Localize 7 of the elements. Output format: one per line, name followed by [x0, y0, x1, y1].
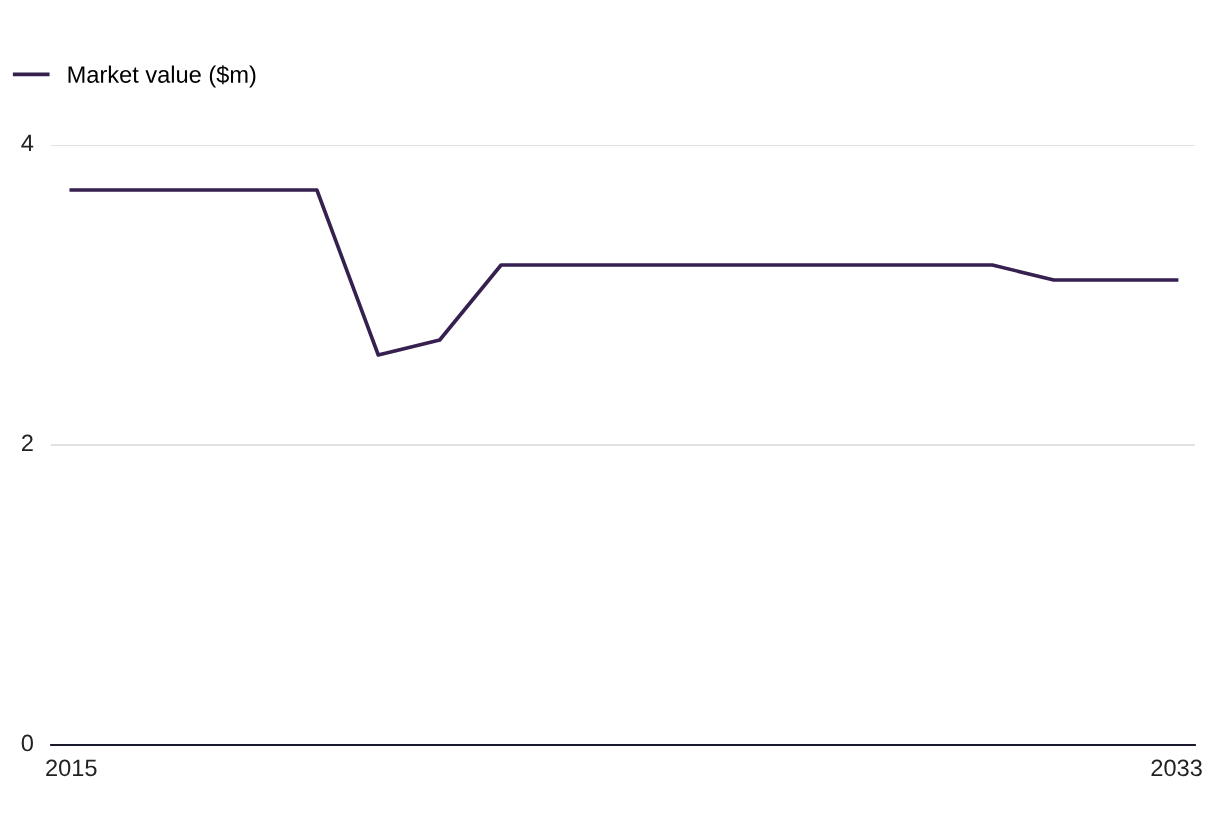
- legend-label: Market value ($m): [68, 65, 256, 88]
- y-tick-label: 2: [21, 434, 33, 452]
- y-tick-label: 0: [21, 734, 33, 752]
- x-tick-label: 2015: [46, 759, 97, 777]
- line-series: [69, 188, 1179, 357]
- y-tick-label: 4: [21, 134, 34, 152]
- x-tick-label: 2033: [1151, 759, 1202, 777]
